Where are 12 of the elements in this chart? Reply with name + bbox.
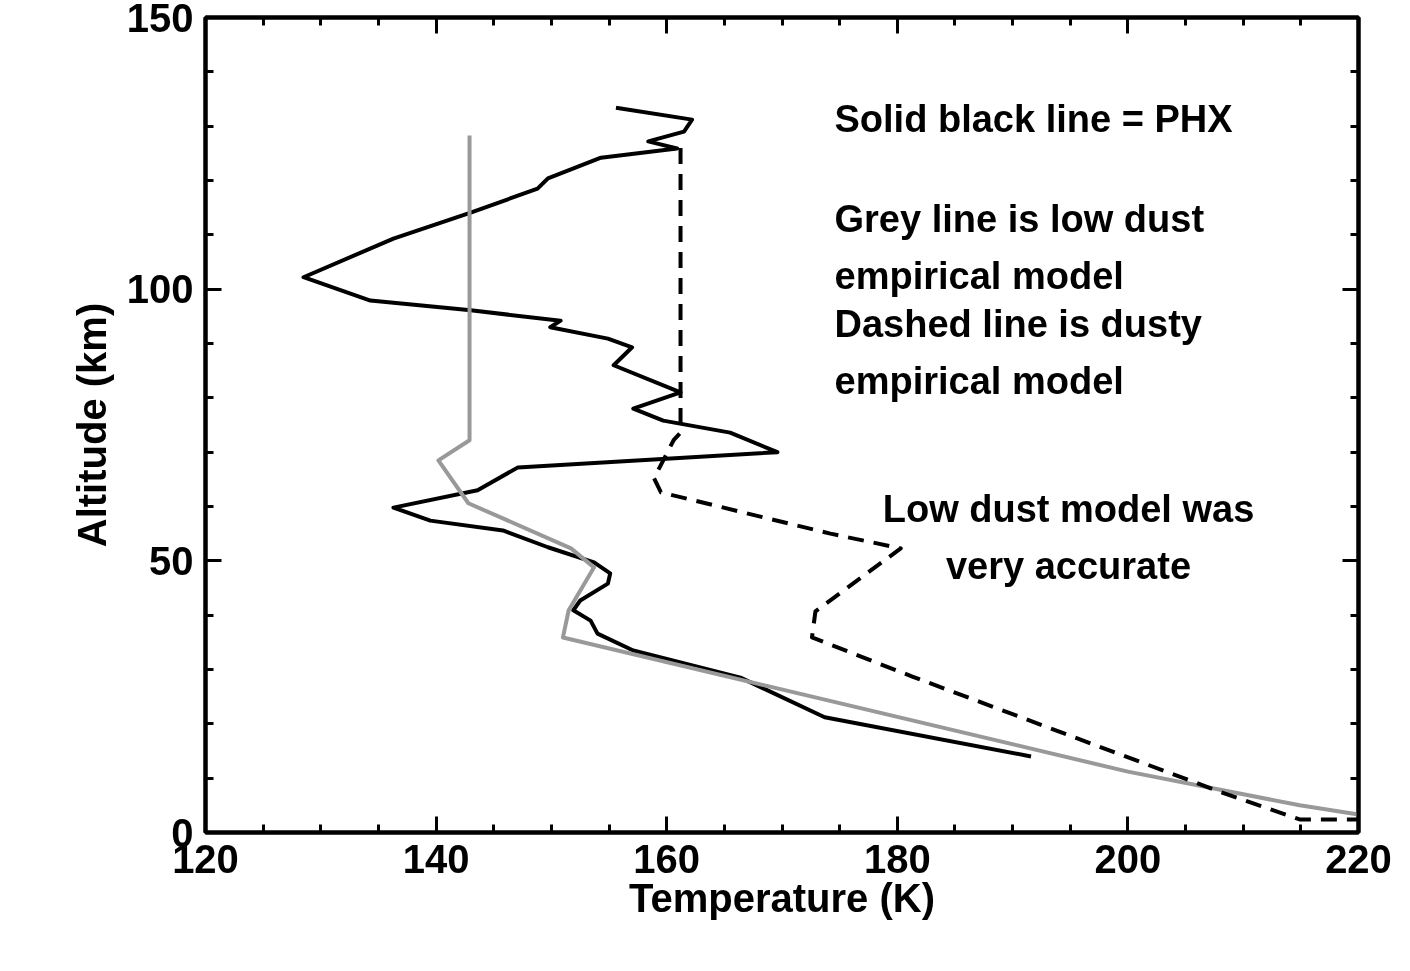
y-tick-label: 100 xyxy=(126,267,194,312)
y-tick-label: 150 xyxy=(126,0,194,40)
y-axis-title: Altitude (km) xyxy=(69,302,114,548)
x-tick-label: 220 xyxy=(1325,836,1392,881)
annotation: Low dust model was very accurate xyxy=(882,487,1255,587)
line-series xyxy=(436,133,1359,817)
annotation: Dashed line is dusty empirical model xyxy=(834,302,1202,402)
x-tick-label: 140 xyxy=(402,836,470,881)
annotation: Grey line is low dust empirical model xyxy=(834,197,1205,297)
annotation: Solid black line = PHX xyxy=(834,97,1234,140)
y-tick-label: 50 xyxy=(149,538,194,583)
x-tick-label: 200 xyxy=(1094,836,1162,881)
